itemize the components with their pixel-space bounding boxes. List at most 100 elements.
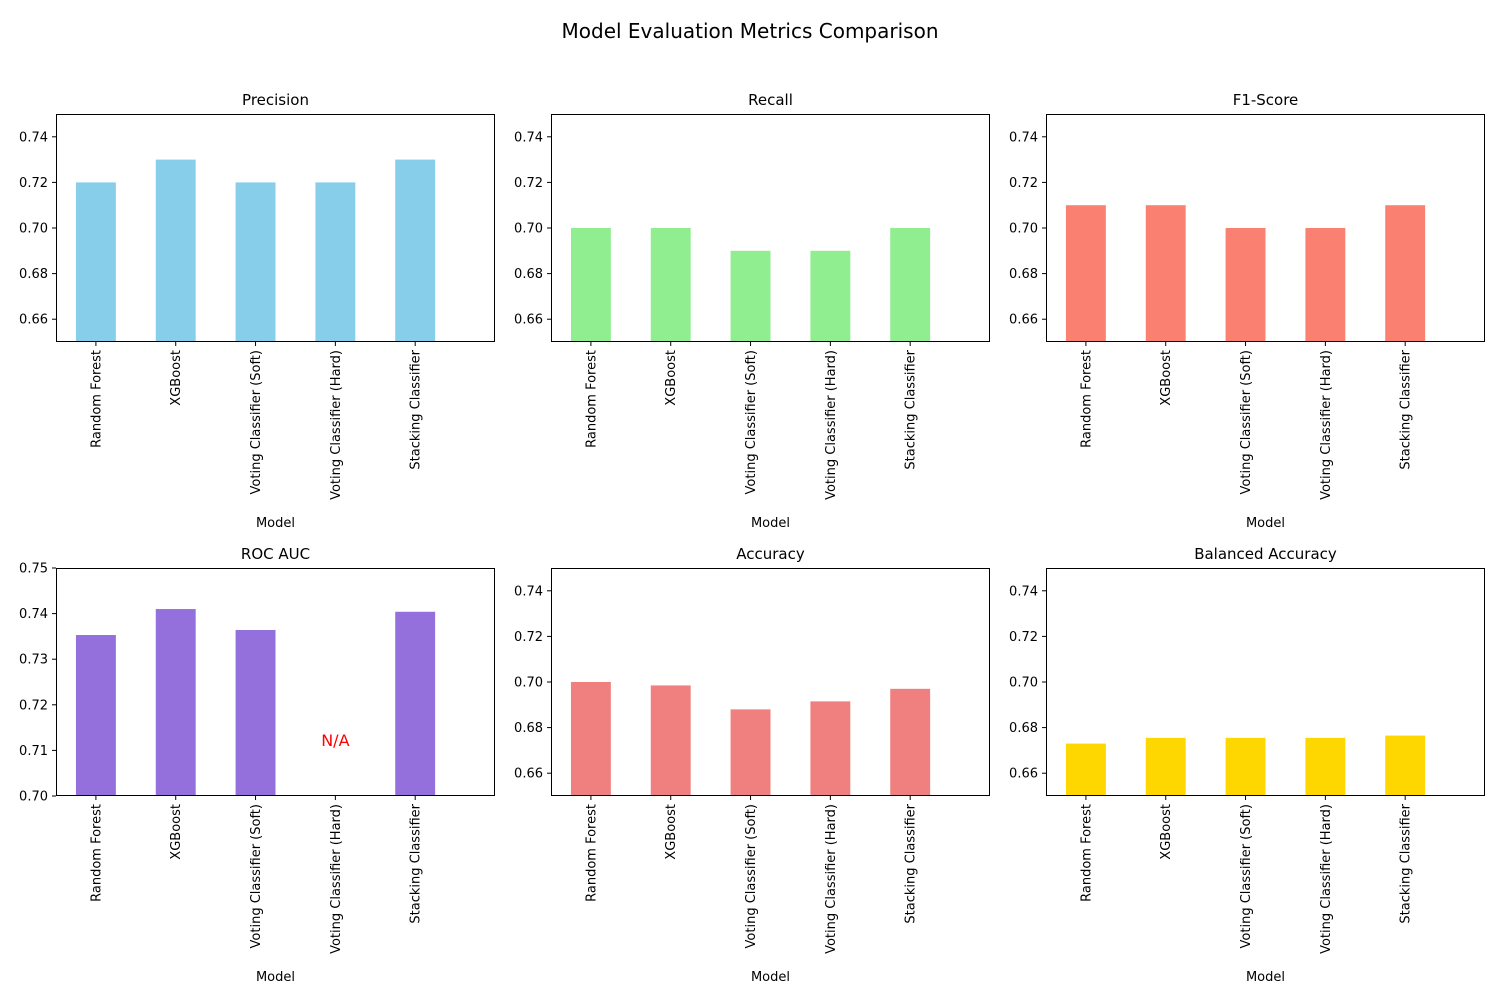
x-tick-label-random-forest: Random Forest: [584, 350, 599, 448]
y-tick-label: 0.66: [514, 313, 543, 328]
y-tick-label: 0.66: [1009, 767, 1038, 782]
x-tick-label-xgboost: XGBoost: [664, 804, 679, 860]
x-tick-label-stacking-classifier: Stacking Classifier: [904, 349, 919, 469]
x-tick-label-random-forest: Random Forest: [584, 804, 599, 902]
bar-voting-classifier-soft: [235, 182, 276, 342]
x-axis-label: Model: [1246, 516, 1285, 531]
bar-random-forest: [75, 635, 116, 796]
bar-xgboost: [155, 609, 196, 796]
y-tick-label: 0.70: [514, 676, 543, 691]
y-tick-label: 0.74: [19, 607, 48, 622]
y-tick-label: 0.68: [1009, 721, 1038, 736]
y-tick-label: 0.73: [19, 653, 48, 668]
y-tick-label: 0.68: [514, 267, 543, 282]
y-tick-label: 0.68: [19, 267, 48, 282]
bar-stacking-classifier: [890, 688, 931, 796]
y-tick-label: 0.71: [19, 744, 48, 759]
x-axis-label: Model: [751, 970, 790, 985]
x-tick-label-stacking-classifier: Stacking Classifier: [409, 349, 424, 469]
x-tick-label-voting-classifier-soft: Voting Classifier (Soft): [1239, 804, 1254, 948]
plot-area-frame: [56, 568, 495, 796]
x-tick-label-voting-classifier-hard: Voting Classifier (Hard): [824, 350, 839, 500]
bar-voting-classifier-soft: [1225, 228, 1266, 342]
y-tick-label: 0.74: [19, 130, 48, 145]
chart-title: Precision: [242, 91, 309, 109]
bar-group: [570, 228, 931, 342]
chart-title: F1-Score: [1233, 91, 1299, 109]
x-tick-label-xgboost: XGBoost: [169, 350, 184, 406]
x-tick-label-xgboost: XGBoost: [1159, 350, 1174, 406]
x-tick-label-voting-classifier-soft: Voting Classifier (Soft): [249, 804, 264, 948]
x-tick-label-stacking-classifier: Stacking Classifier: [1399, 349, 1414, 469]
chart-panel-f1-score: 0.66 0.68 0.70 0.72 0.74 Random Forest XGBoost…: [1009, 91, 1485, 531]
y-tick-label: 0.74: [514, 130, 543, 145]
x-tick-label-random-forest: Random Forest: [1079, 350, 1094, 448]
bar-voting-classifier-hard: [810, 701, 851, 796]
y-tick-label: 0.72: [1009, 630, 1038, 645]
y-tick-label: 0.74: [514, 584, 543, 599]
bar-stacking-classifier: [1385, 205, 1426, 342]
bar-random-forest: [1065, 205, 1106, 342]
bar-voting-classifier-hard: [810, 250, 851, 342]
bar-stacking-classifier: [395, 159, 436, 342]
bar-xgboost: [155, 159, 196, 342]
bar-voting-classifier-soft: [730, 709, 771, 796]
bar-voting-classifier-soft: [235, 630, 276, 796]
y-tick-label: 0.70: [514, 222, 543, 237]
plot-area-frame: [56, 114, 495, 342]
y-tick-label: 0.72: [19, 698, 48, 713]
x-tick-label-voting-classifier-hard: Voting Classifier (Hard): [1319, 350, 1334, 500]
y-tick-label: 0.72: [514, 630, 543, 645]
chart-panel-balanced-accuracy: 0.66 0.68 0.70 0.72 0.74 Random Forest XGBoost…: [1009, 545, 1485, 985]
bar-xgboost: [1145, 205, 1186, 342]
x-tick-label-xgboost: XGBoost: [169, 804, 184, 860]
chart-panel-accuracy: 0.66 0.68 0.70 0.72 0.74 Random Forest XGBoost…: [514, 545, 990, 985]
y-tick-label: 0.70: [19, 222, 48, 237]
x-axis-label: Model: [256, 516, 295, 531]
x-axis-label: Model: [256, 970, 295, 985]
figure-title: Model Evaluation Metrics Comparison: [562, 19, 939, 43]
bar-voting-classifier-hard: [1305, 228, 1346, 342]
x-tick-label-voting-classifier-hard: Voting Classifier (Hard): [824, 804, 839, 954]
plot-area-frame: [551, 114, 990, 342]
y-tick-label: 0.70: [19, 790, 48, 805]
plot-area-frame: [1046, 114, 1485, 342]
bar-random-forest: [570, 682, 611, 796]
x-tick-label-stacking-classifier: Stacking Classifier: [409, 803, 424, 923]
x-tick-label-voting-classifier-hard: Voting Classifier (Hard): [1319, 804, 1334, 954]
bar-xgboost: [650, 228, 691, 342]
x-tick-label-voting-classifier-soft: Voting Classifier (Soft): [744, 350, 759, 494]
x-tick-label-voting-classifier-soft: Voting Classifier (Soft): [744, 804, 759, 948]
x-tick-label-stacking-classifier: Stacking Classifier: [1399, 803, 1414, 923]
y-tick-label: 0.72: [19, 176, 48, 191]
bar-stacking-classifier: [1385, 735, 1426, 796]
x-axis-label: Model: [1246, 970, 1285, 985]
bar-stacking-classifier: [395, 611, 436, 796]
x-tick-label-xgboost: XGBoost: [664, 350, 679, 406]
chart-title: Recall: [748, 91, 793, 109]
bar-voting-classifier-hard: [1305, 737, 1346, 796]
bar-voting-classifier-hard: [315, 182, 356, 342]
plot-area-frame: [1046, 568, 1485, 796]
x-tick-label-random-forest: Random Forest: [89, 350, 104, 448]
y-tick-label: 0.75: [19, 562, 48, 577]
x-axis-label: Model: [751, 516, 790, 531]
chart-title: ROC AUC: [241, 545, 310, 563]
bar-random-forest: [75, 182, 116, 342]
x-tick-label-voting-classifier-hard: Voting Classifier (Hard): [329, 804, 344, 954]
bar-stacking-classifier: [890, 228, 931, 342]
x-tick-label-voting-classifier-hard: Voting Classifier (Hard): [329, 350, 344, 500]
y-tick-label: 0.72: [514, 176, 543, 191]
bar-random-forest: [1065, 743, 1106, 796]
bar-group: [1065, 735, 1426, 796]
y-tick-label: 0.74: [1009, 130, 1038, 145]
x-tick-label-xgboost: XGBoost: [1159, 804, 1174, 860]
chart-panel-recall: 0.66 0.68 0.70 0.72 0.74 Random Forest XGBoost…: [514, 91, 990, 531]
chart-panel-roc-auc: 0.70 0.71 0.72 0.73 0.74 0.75 Random Forest XGB…: [19, 545, 495, 985]
bar-xgboost: [650, 685, 691, 796]
chart-title: Accuracy: [736, 545, 805, 563]
bar-group: [75, 159, 436, 342]
x-tick-label-random-forest: Random Forest: [89, 804, 104, 902]
y-tick-label: 0.74: [1009, 584, 1038, 599]
